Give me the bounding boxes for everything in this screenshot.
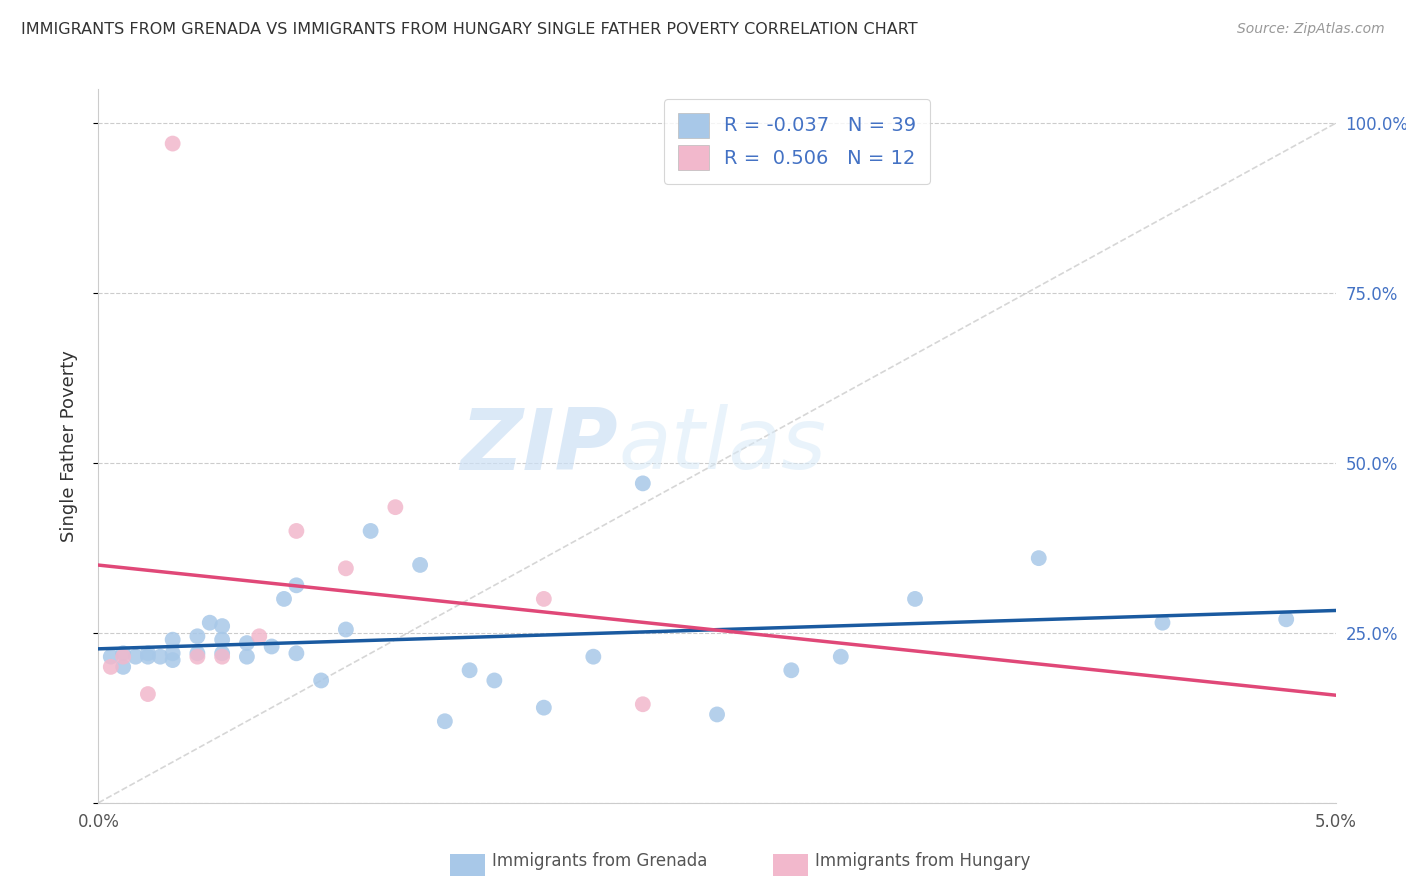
Text: atlas: atlas [619,404,827,488]
Point [162,653,184,667]
Point [211,646,233,660]
Point [186,649,208,664]
Point [136,649,159,664]
Point [211,619,233,633]
Point [458,663,481,677]
Point [100,649,122,664]
Point [162,632,184,647]
Point [904,591,927,606]
Point [360,524,382,538]
Point [149,649,172,664]
Point [309,673,332,688]
Point [335,561,357,575]
Point [100,660,122,674]
Point [236,649,259,664]
Point [285,646,308,660]
Point [335,623,357,637]
Point [112,660,135,674]
Point [162,646,184,660]
Point [631,476,654,491]
Point [484,673,506,688]
Point [1152,615,1174,630]
Point [533,591,555,606]
Point [285,524,308,538]
Point [186,646,208,660]
Text: IMMIGRANTS FROM GRENADA VS IMMIGRANTS FROM HUNGARY SINGLE FATHER POVERTY CORRELA: IMMIGRANTS FROM GRENADA VS IMMIGRANTS FR… [21,22,918,37]
Point [186,629,208,643]
Point [162,136,184,151]
Text: Source: ZipAtlas.com: Source: ZipAtlas.com [1237,22,1385,37]
Point [285,578,308,592]
Point [533,700,555,714]
Point [273,591,295,606]
Point [112,649,135,664]
Point [136,687,159,701]
Point [830,649,852,664]
Point [409,558,432,572]
Point [260,640,283,654]
Y-axis label: Single Father Poverty: Single Father Poverty [59,350,77,542]
Point [136,646,159,660]
Text: Immigrants from Hungary: Immigrants from Hungary [815,852,1031,870]
Point [124,649,146,664]
Point [1275,612,1298,626]
Point [112,646,135,660]
Point [384,500,406,515]
Point [211,632,233,647]
Point [706,707,728,722]
Point [211,649,233,664]
Point [1028,551,1050,566]
Text: ZIP: ZIP [460,404,619,488]
Point [198,615,221,630]
Text: Immigrants from Grenada: Immigrants from Grenada [492,852,707,870]
Point [780,663,803,677]
Point [236,636,259,650]
Point [582,649,605,664]
Point [631,698,654,712]
Legend: R = -0.037   N = 39, R =  0.506   N = 12: R = -0.037 N = 39, R = 0.506 N = 12 [664,99,929,184]
Point [433,714,456,729]
Point [247,629,270,643]
